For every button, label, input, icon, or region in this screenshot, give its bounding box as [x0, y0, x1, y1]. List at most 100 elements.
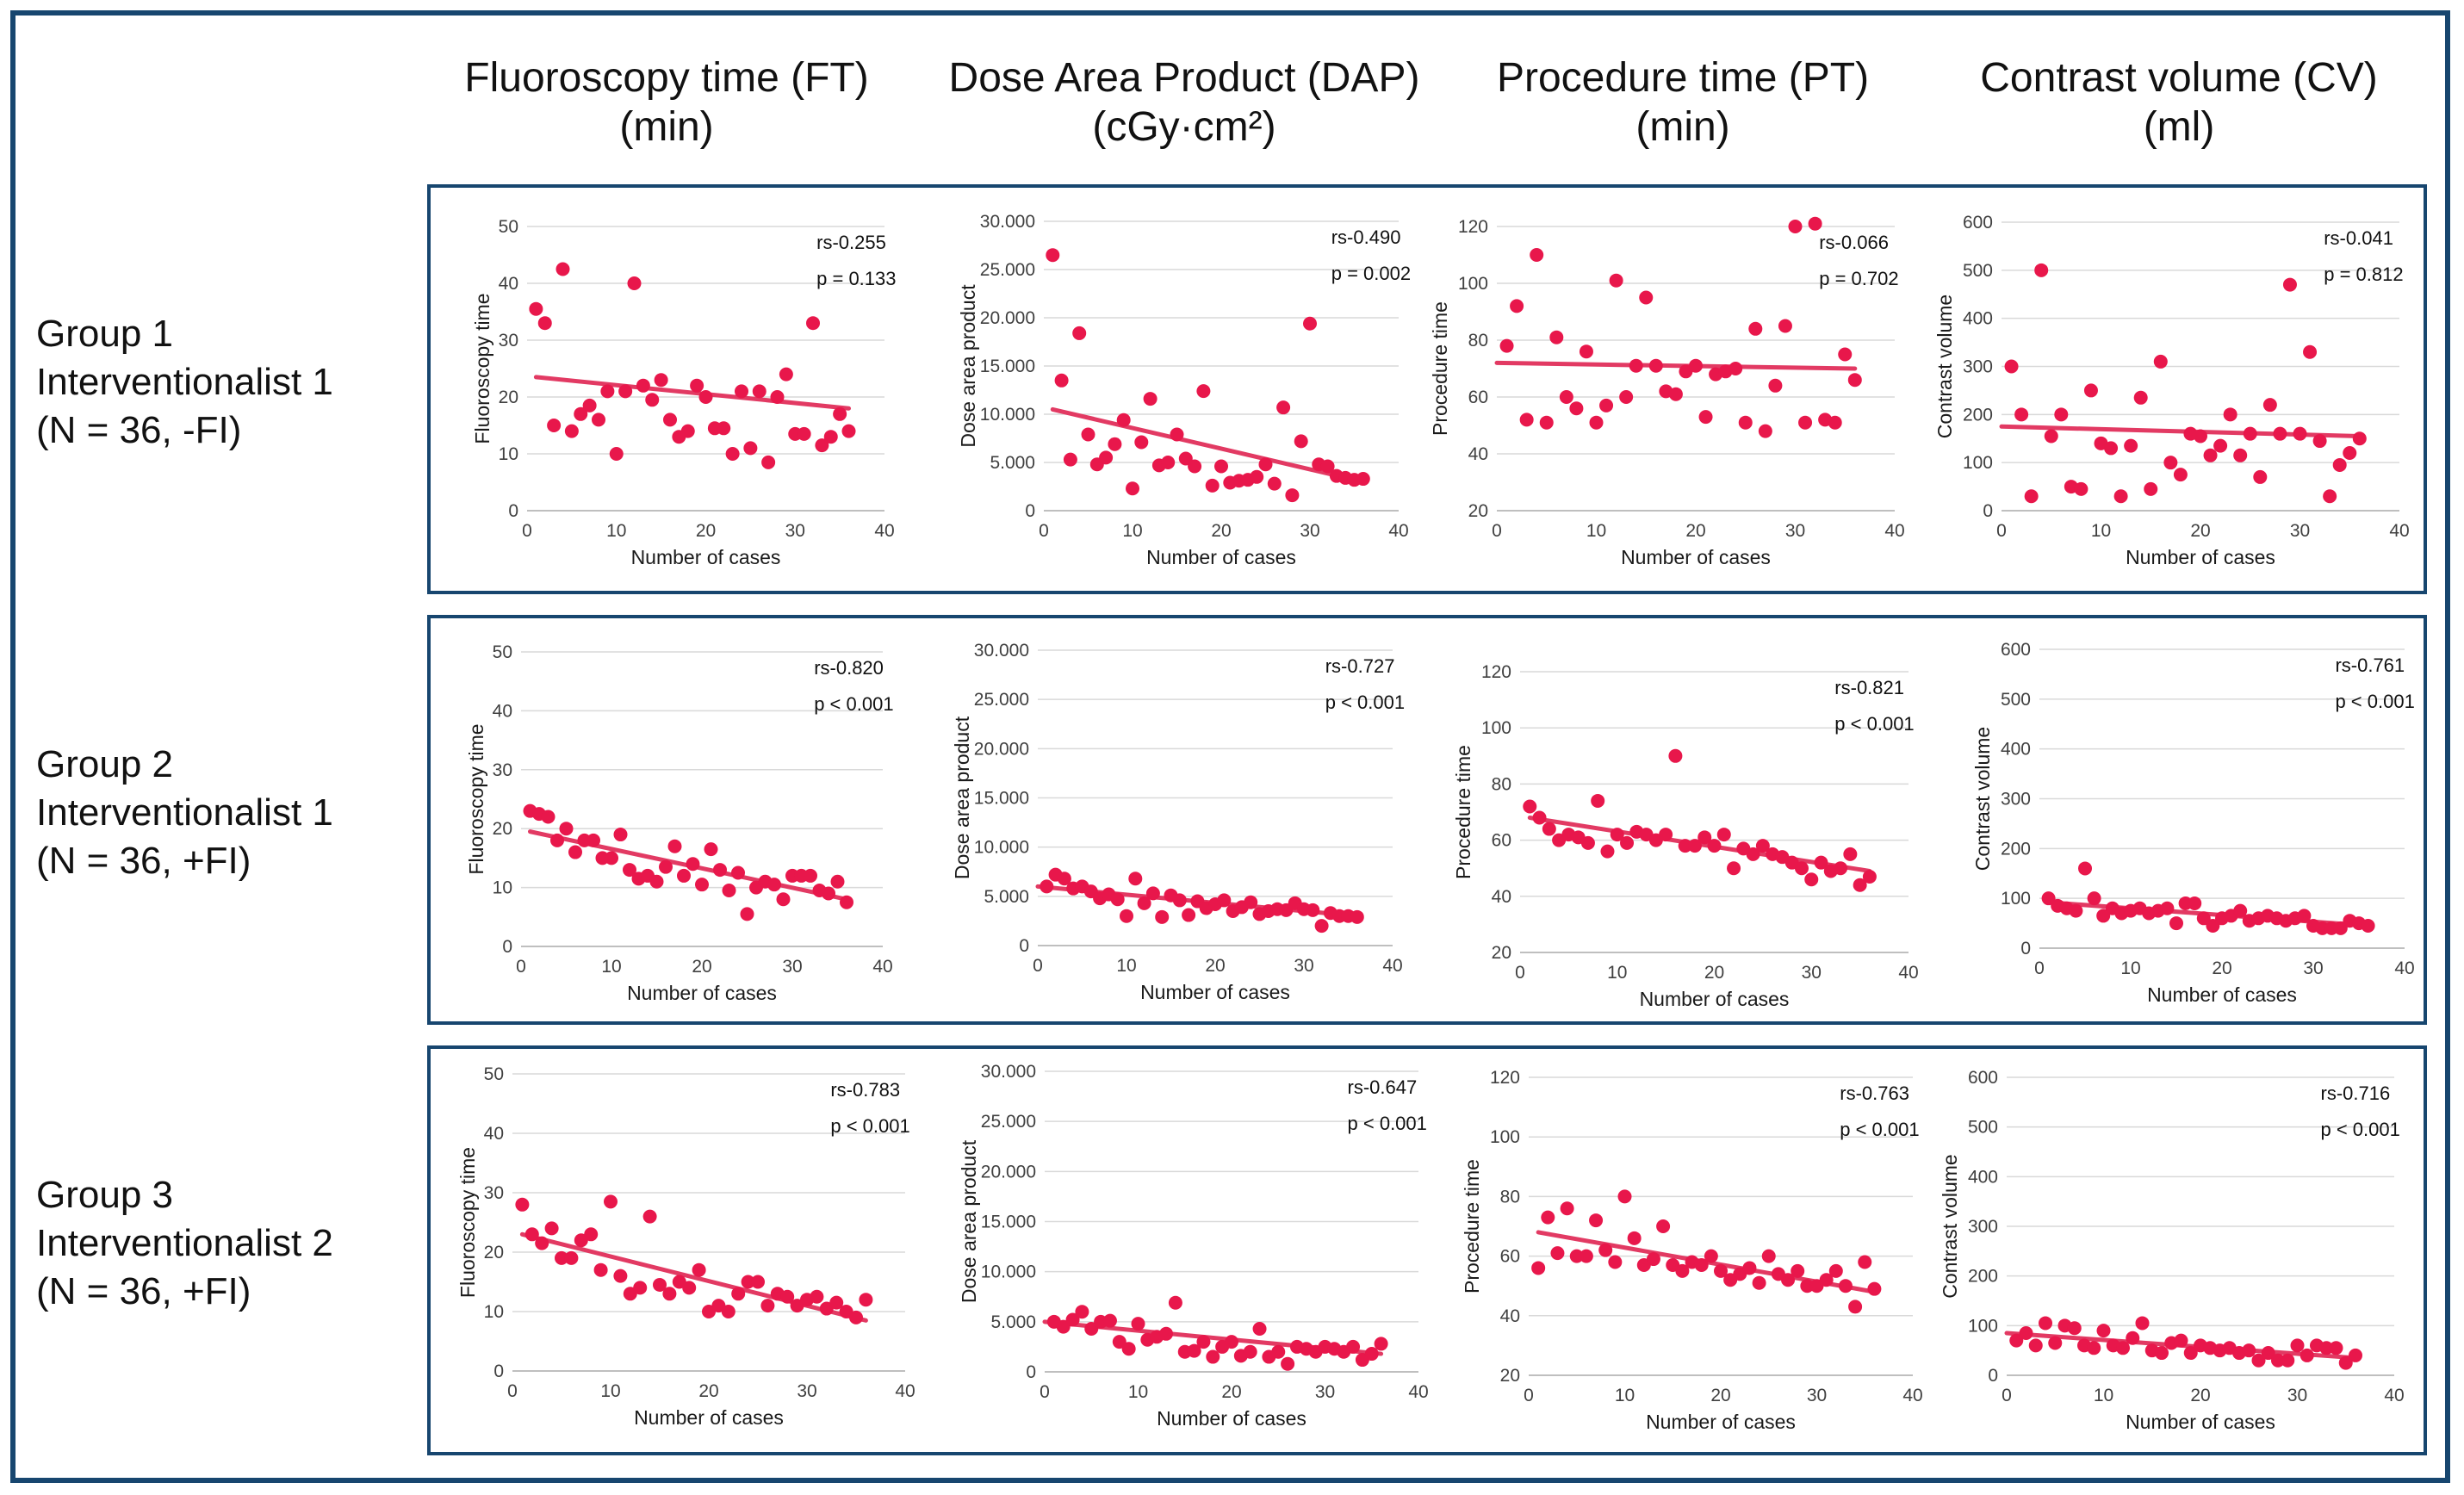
- data-point: [574, 406, 588, 421]
- data-point: [524, 1227, 539, 1242]
- data-point: [1530, 248, 1544, 262]
- data-point: [2293, 426, 2307, 441]
- column-header-title: Procedure time (PT): [1496, 55, 1870, 101]
- y-tick-label: 500: [1963, 261, 1993, 281]
- data-point: [1610, 828, 1624, 842]
- data-point: [515, 1197, 530, 1212]
- data-point: [642, 1209, 657, 1224]
- data-point: [654, 373, 668, 388]
- column-header-ft: Fluoroscopy time (FT) (min): [408, 53, 925, 152]
- x-tick-label: 10: [1615, 1386, 1635, 1405]
- column-header-cv: Contrast volume (CV) (ml): [1921, 53, 2437, 152]
- data-point: [645, 393, 660, 407]
- y-tick-label: 10.000: [974, 838, 1029, 858]
- data-point: [1056, 1319, 1071, 1334]
- x-tick-label: 20: [1205, 956, 1225, 976]
- y-tick-label: 50: [484, 1064, 504, 1084]
- chart-g1-contrast-volume: 0 100 200 300 400 500 600 0 10 20 30 40 Number of ca…: [1933, 213, 2410, 568]
- y-axis-title: Dose area product: [957, 284, 979, 448]
- x-axis-title: Number of cases: [627, 982, 777, 1004]
- y-tick-label: 600: [1963, 213, 1993, 233]
- data-point: [2113, 489, 2128, 504]
- y-tick-label: 50: [493, 642, 512, 662]
- y-tick-label: 0: [493, 1362, 504, 1381]
- y-tick-label: 15.000: [974, 789, 1029, 809]
- data-point: [2133, 390, 2148, 405]
- data-point: [1668, 387, 1683, 401]
- data-point: [550, 833, 564, 847]
- interventionalist-name: Interventionalist 1: [36, 791, 333, 834]
- data-point: [1791, 1263, 1805, 1278]
- data-point: [2009, 1333, 2024, 1348]
- data-point: [1819, 1273, 1834, 1287]
- data-point: [2282, 277, 2297, 292]
- data-point: [1110, 892, 1125, 907]
- data-point: [1542, 822, 1556, 836]
- data-point: [2223, 407, 2237, 422]
- data-point: [1099, 450, 1114, 465]
- data-point: [731, 1287, 746, 1301]
- data-point: [1781, 1273, 1796, 1287]
- data-point: [704, 842, 718, 857]
- data-point: [810, 1289, 824, 1304]
- data-point: [1252, 1321, 1267, 1336]
- y-tick-label: 5.000: [990, 1312, 1036, 1332]
- row-label-group-1: Group 1 Interventionalist 1 (N = 36, -FI…: [36, 310, 415, 455]
- chart-g2-fluoroscopy-time: 0 10 20 30 40 50 0 10 20 30 40 Number of cases Fluor…: [465, 642, 894, 1004]
- data-point: [1057, 872, 1071, 886]
- y-tick-label: 120: [1458, 217, 1488, 237]
- data-point: [1748, 321, 1763, 336]
- interventionalist-name: Interventionalist 2: [36, 1222, 333, 1264]
- data-point: [849, 1310, 863, 1324]
- data-point: [2096, 909, 2111, 923]
- data-point: [547, 419, 562, 432]
- data-point: [2261, 1346, 2275, 1361]
- data-point: [1838, 347, 1853, 362]
- y-axis-title: Fluoroscopy time: [456, 1147, 479, 1298]
- x-tick-label: 30: [1294, 956, 1313, 976]
- data-point: [2333, 921, 2348, 935]
- group-2-panel: [427, 615, 2427, 1025]
- data-point: [780, 1289, 795, 1304]
- chart-g1-dose-area-product: 0 5.000 10.000 15.000 20.000 25.000 30.000 0 10 2…: [957, 212, 1411, 568]
- x-tick-label: 40: [2394, 958, 2414, 978]
- data-point: [2124, 438, 2138, 453]
- group-details: (N = 36, -FI): [36, 409, 242, 451]
- data-point: [770, 390, 785, 404]
- p-value-annotation: p < 0.001: [1348, 1113, 1427, 1134]
- data-point: [1800, 1279, 1815, 1293]
- data-point: [1294, 434, 1308, 449]
- y-tick-label: 600: [2001, 640, 2031, 660]
- x-tick-label: 20: [2190, 1386, 2210, 1405]
- data-point: [2078, 861, 2092, 876]
- data-point: [1727, 861, 1741, 876]
- data-point: [1320, 459, 1335, 474]
- rs-annotation: rs-0.820: [814, 657, 884, 679]
- y-tick-label: 5.000: [990, 453, 1035, 473]
- x-tick-label: 20: [1221, 1382, 1241, 1402]
- x-tick-label: 30: [2290, 521, 2310, 541]
- trend-line: [1494, 360, 1858, 371]
- data-point: [779, 367, 793, 382]
- data-point: [1569, 401, 1584, 416]
- data-point: [1170, 427, 1184, 442]
- data-point: [529, 301, 543, 316]
- data-point: [721, 1305, 735, 1318]
- data-point: [1155, 909, 1170, 924]
- x-tick-label: 10: [1607, 963, 1627, 983]
- data-point: [698, 390, 713, 404]
- data-point: [1608, 1255, 1623, 1269]
- chart-g3-procedure-time: 20 40 60 80 100 120 0 10 20 30 40 Number of cases Pr…: [1461, 1068, 1923, 1433]
- y-tick-label: 5.000: [984, 887, 1029, 907]
- data-point: [760, 1299, 775, 1313]
- y-tick-label: 200: [1968, 1267, 1998, 1287]
- data-point: [1716, 828, 1731, 842]
- data-point: [1778, 319, 1792, 333]
- data-point: [2319, 1341, 2334, 1355]
- data-point: [1867, 1281, 1882, 1296]
- data-point: [1648, 358, 1663, 373]
- group-details: (N = 36, +FI): [36, 840, 251, 882]
- data-point: [535, 1236, 549, 1250]
- data-point: [2352, 431, 2367, 446]
- data-point: [2233, 903, 2248, 918]
